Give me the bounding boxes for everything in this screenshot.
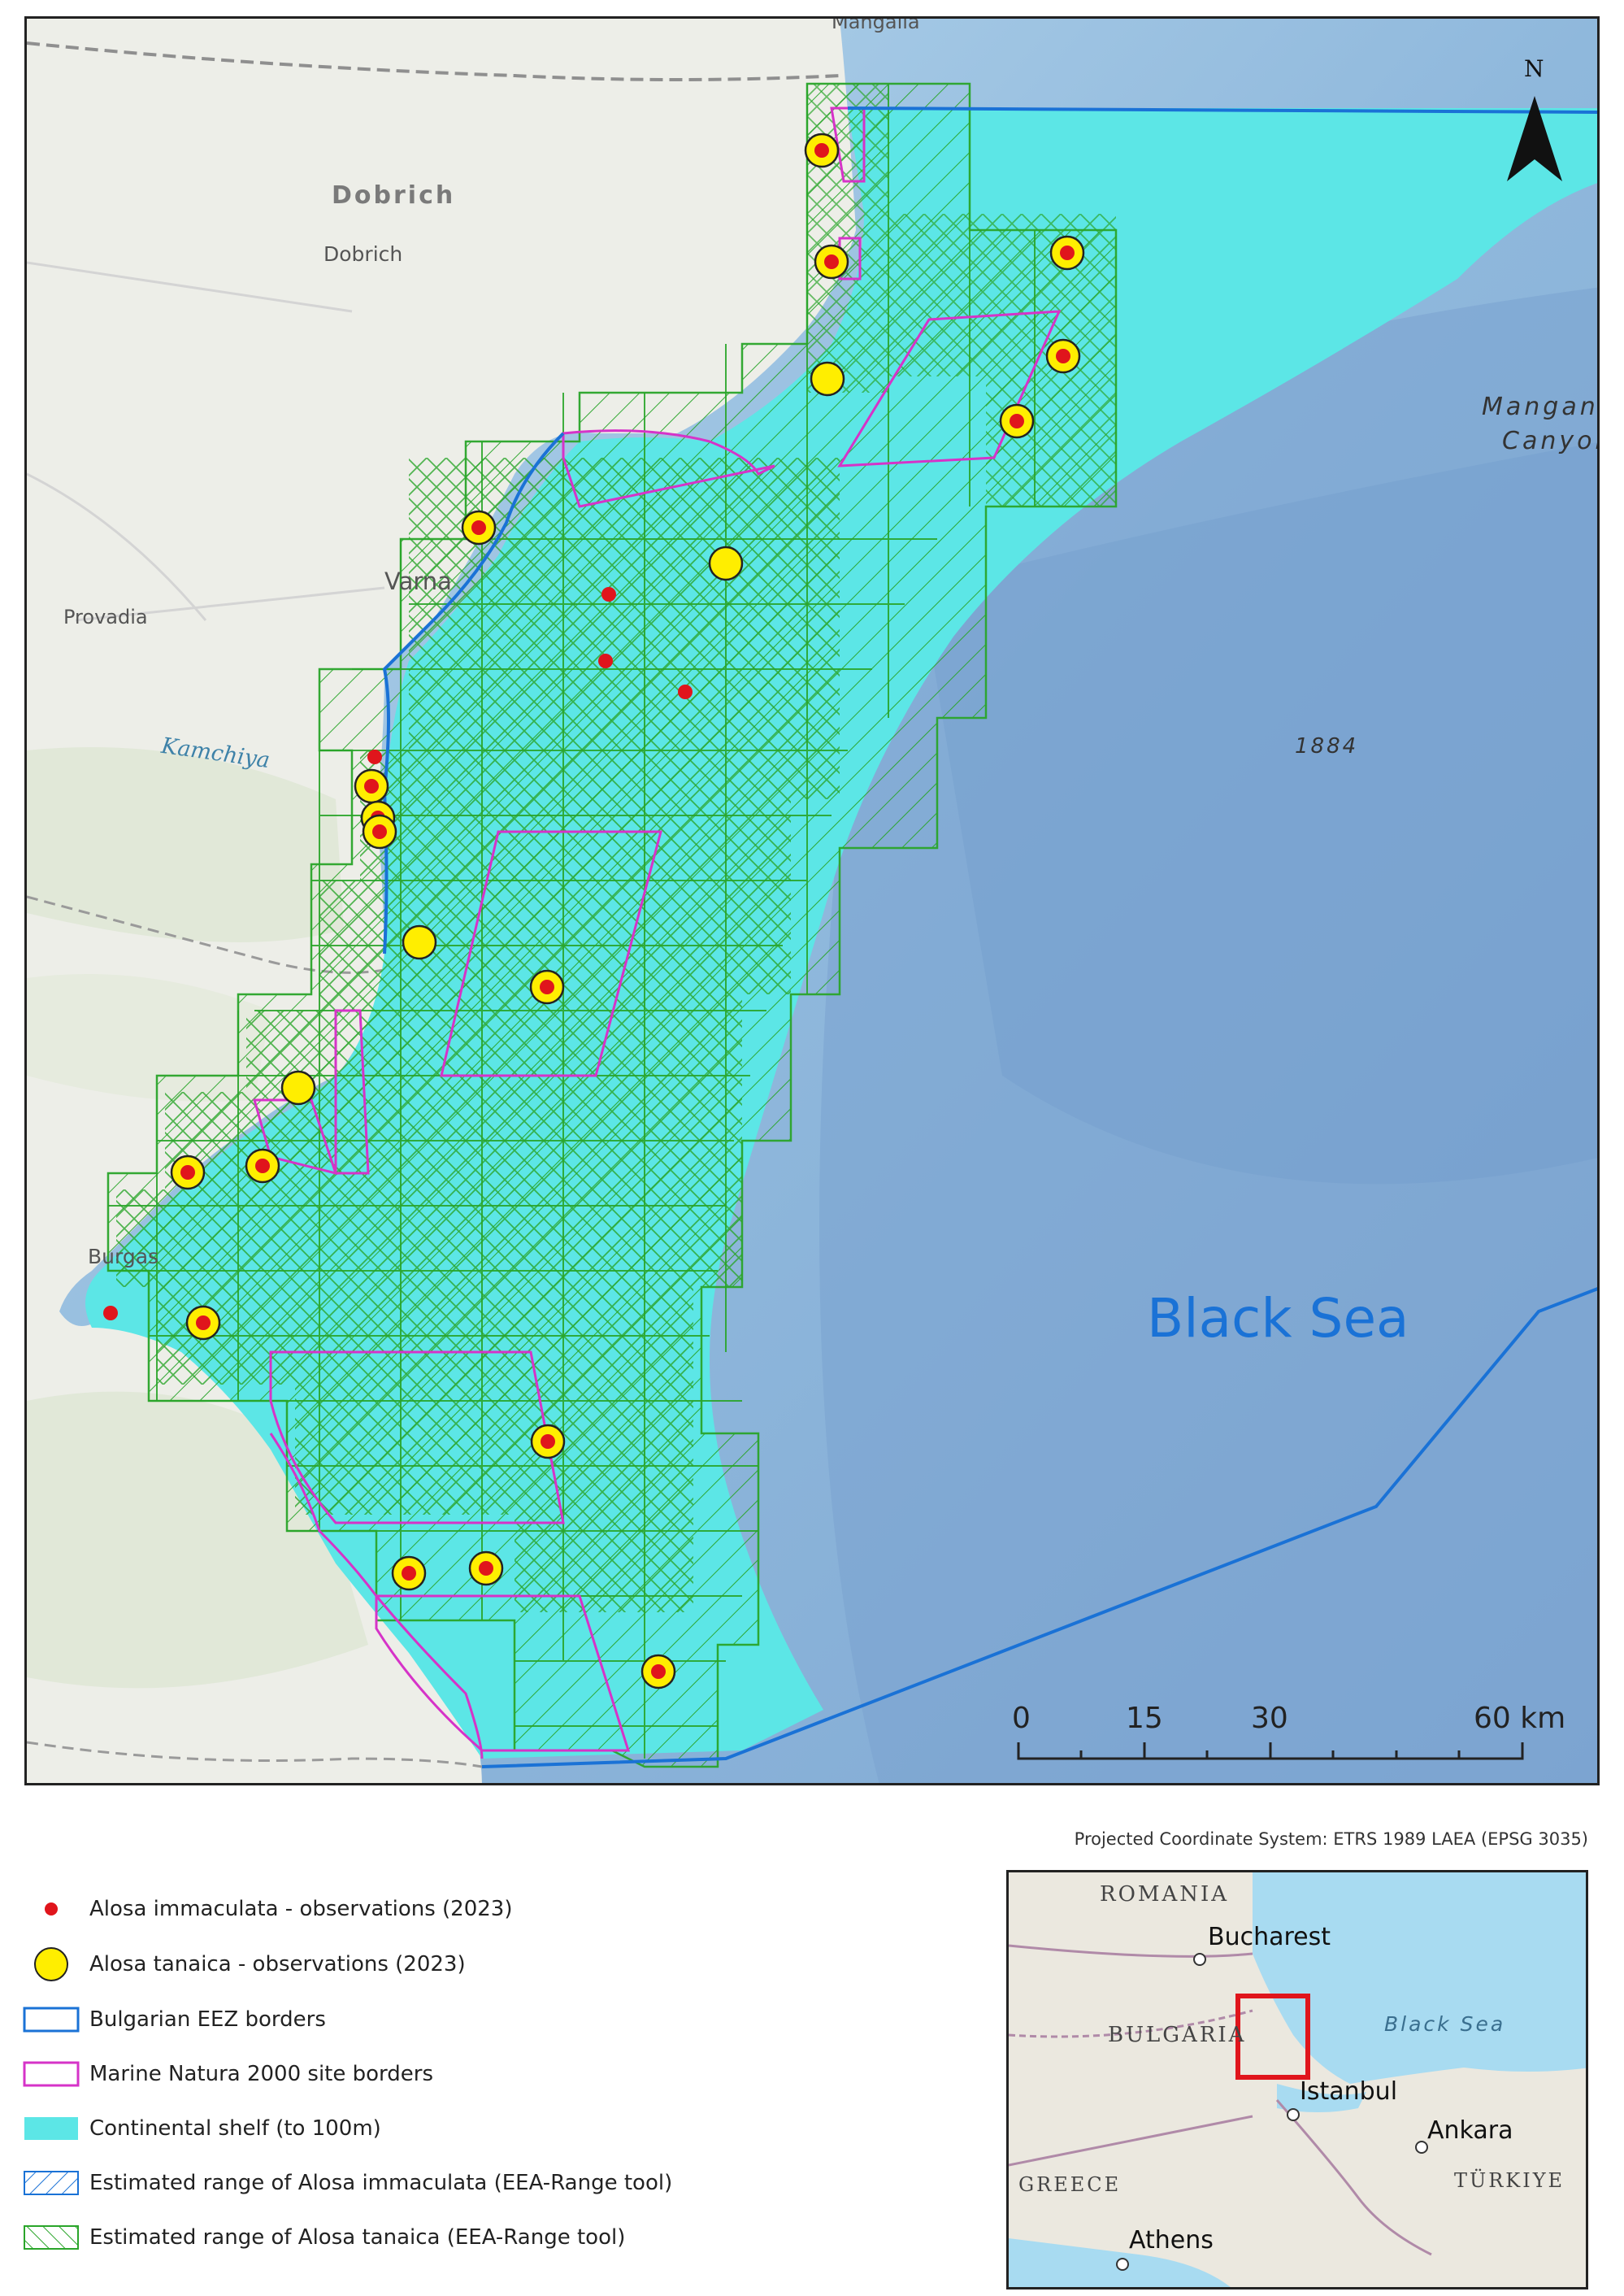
legend-item-tanaica: Alosa tanaica - observations (2023) [23, 1947, 466, 1981]
istanbul-marker [1287, 2108, 1300, 2121]
scale-tick-0: 0 [1012, 1702, 1031, 1735]
label-canyon-1: Mangano [1482, 393, 1599, 421]
immaculata-observation-marker [372, 824, 387, 839]
green-hatch-box-icon [23, 2221, 80, 2254]
legend-item-natura: Marine Natura 2000 site borders [23, 2058, 433, 2090]
immaculata-observation-marker [180, 1165, 195, 1180]
inset-label-ankara: Ankara [1427, 2116, 1513, 2145]
map-canvas [27, 19, 1597, 1783]
immaculata-observation-marker [255, 1159, 270, 1173]
scale-bar [1017, 1742, 1524, 1760]
inset-label-romania: ROMANIA [1100, 1882, 1230, 1907]
north-arrow [1507, 96, 1562, 181]
label-dobrich-region: Dobrich [332, 181, 456, 210]
immaculata-observation-marker [196, 1315, 211, 1330]
label-provadia: Provadia [63, 606, 148, 628]
inset-label-istanbul: Istanbul [1300, 2077, 1398, 2106]
legend-item-range-tanaica: Estimated range of Alosa tanaica (EEA-Ra… [23, 2221, 625, 2254]
legend-item-shelf: Continental shelf (to 100m) [23, 2112, 381, 2145]
immaculata-observation-marker [1060, 246, 1075, 260]
bucharest-marker [1193, 1953, 1206, 1966]
natura-borders [253, 107, 1062, 1759]
immaculata-observation-marker [541, 1434, 555, 1449]
tanaica-observation-marker [708, 546, 744, 581]
cyan-fill-box-icon [23, 2112, 80, 2145]
label-varna: Varna [384, 567, 452, 595]
ankara-marker [1415, 2141, 1428, 2154]
immaculata-observation-marker [814, 143, 829, 158]
immaculata-observation-marker [1010, 414, 1024, 428]
legend-label: Bulgarian EEZ borders [89, 2007, 326, 2032]
label-black-sea: Black Sea [1147, 1287, 1409, 1350]
study-area-box [1235, 1994, 1310, 2080]
deep-basin [819, 287, 1597, 1783]
inset-label-turkiye: TÜRKIYE [1454, 2169, 1565, 2192]
inset-canvas [1009, 1872, 1586, 2287]
immaculata-observation-marker [364, 779, 379, 794]
label-depth: 1884 [1295, 734, 1359, 759]
immaculata-observation-marker [402, 1566, 416, 1581]
inset-label-athens: Athens [1129, 2226, 1214, 2255]
magenta-outline-box-icon [23, 2058, 80, 2090]
immaculata-observation-marker [1056, 349, 1070, 363]
inset-label-greece: GREECE [1018, 2173, 1122, 2196]
legend-label: Estimated range of Alosa immaculata (EEA… [89, 2171, 673, 2195]
north-label: N [1524, 55, 1544, 82]
land-area [27, 19, 856, 1783]
legend-item-immaculata: Alosa immaculata - observations (2023) [23, 1893, 512, 1925]
legend-item-range-immaculata: Estimated range of Alosa immaculata (EEA… [23, 2167, 672, 2199]
legend-label: Alosa tanaica - observations (2023) [89, 1952, 466, 1976]
scale-tick-15: 15 [1126, 1702, 1163, 1735]
immaculata-observation-marker [824, 254, 839, 269]
red-dot-icon [23, 1893, 80, 1925]
immaculata-observation-marker [103, 1306, 118, 1320]
scale-tick-30: 30 [1251, 1702, 1288, 1735]
athens-marker [1116, 2258, 1129, 2271]
inset-label-bulgaria: BULGARIA [1108, 2023, 1247, 2047]
immaculata-observation-marker [651, 1664, 666, 1679]
blue-outline-box-icon [23, 2003, 80, 2036]
legend-item-eez: Bulgarian EEZ borders [23, 2003, 326, 2036]
tanaica-observation-marker [402, 924, 437, 960]
legend-label: Alosa immaculata - observations (2023) [89, 1897, 513, 1921]
label-burgas: Burgas [88, 1245, 159, 1268]
range-grid-tanaica [106, 82, 1118, 1768]
immaculata-observation-marker [471, 520, 486, 535]
label-dobrich-city: Dobrich [323, 242, 403, 266]
immaculata-observation-marker [479, 1561, 493, 1576]
label-mangalia: Mangalia [832, 16, 920, 33]
tanaica-observation-marker [810, 361, 845, 397]
crs-note: Projected Coordinate System: ETRS 1989 L… [1074, 1829, 1588, 1849]
yellow-circle-icon [23, 1947, 80, 1981]
tanaica-observation-marker [280, 1070, 316, 1106]
inset-label-bucharest: Bucharest [1208, 1923, 1331, 1951]
immaculata-observation-marker [678, 685, 693, 699]
blue-hatch-box-icon [23, 2167, 80, 2199]
immaculata-observation-marker [540, 980, 554, 994]
immaculata-observation-marker [367, 750, 382, 764]
inset-map: ROMANIA Bucharest BULGARIA Black Sea Ist… [1006, 1870, 1588, 2289]
inset-label-black-sea: Black Sea [1384, 2012, 1506, 2036]
legend-label: Estimated range of Alosa tanaica (EEA-Ra… [89, 2225, 626, 2250]
scale-tick-60: 60 km [1474, 1702, 1566, 1735]
immaculata-observation-marker [601, 587, 616, 602]
observation-points [103, 133, 1085, 1689]
legend-label: Continental shelf (to 100m) [89, 2116, 381, 2141]
immaculata-observation-marker [598, 654, 613, 668]
main-map[interactable]: Mangalia Dobrich Dobrich Varna Provadia … [24, 16, 1600, 1785]
label-canyon-2: Canyon [1502, 427, 1597, 455]
legend-label: Marine Natura 2000 site borders [89, 2062, 433, 2086]
